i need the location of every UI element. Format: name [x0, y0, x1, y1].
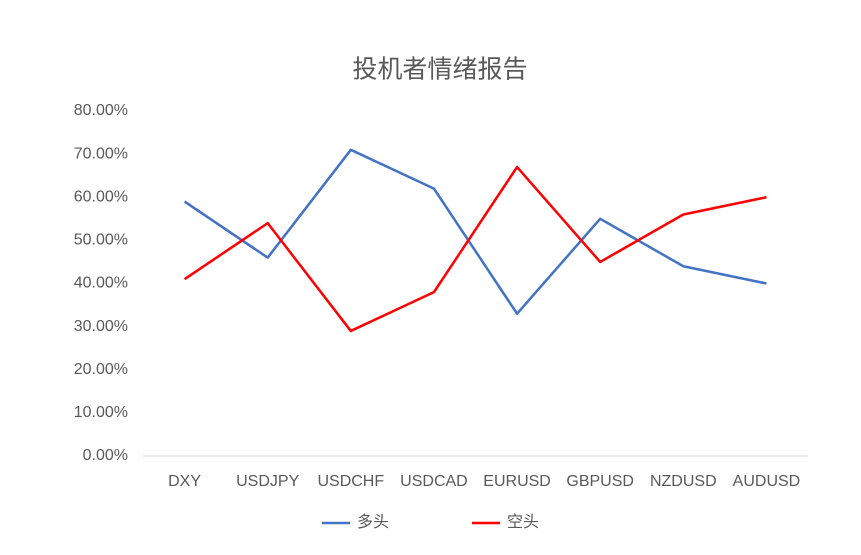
- y-tick-label: 50.00%: [74, 232, 128, 249]
- x-tick-label: USDCAD: [400, 473, 468, 490]
- x-tick-label: DXY: [168, 473, 201, 490]
- x-tick-label: USDCHF: [317, 473, 384, 490]
- x-tick-label: GBPUSD: [566, 473, 634, 490]
- y-tick-label: 10.00%: [74, 404, 128, 421]
- legend-label: 多头: [357, 513, 389, 531]
- x-tick-label: USDJPY: [236, 473, 299, 490]
- legend-label: 空头: [507, 513, 539, 531]
- x-tick-label: AUDUSD: [733, 473, 801, 490]
- y-tick-label: 30.00%: [74, 318, 128, 335]
- chart-title: 投机者情绪报告: [352, 56, 527, 84]
- series-line: [183, 165, 767, 333]
- y-tick-label: 20.00%: [74, 361, 128, 378]
- y-tick-label: 70.00%: [74, 145, 128, 162]
- y-tick-label: 80.00%: [74, 102, 128, 119]
- x-tick-label: EURUSD: [483, 473, 551, 490]
- y-tick-label: 60.00%: [74, 188, 128, 205]
- y-tick-label: 0.00%: [83, 447, 128, 464]
- y-tick-label: 40.00%: [74, 275, 128, 292]
- x-tick-label: NZDUSD: [650, 473, 717, 490]
